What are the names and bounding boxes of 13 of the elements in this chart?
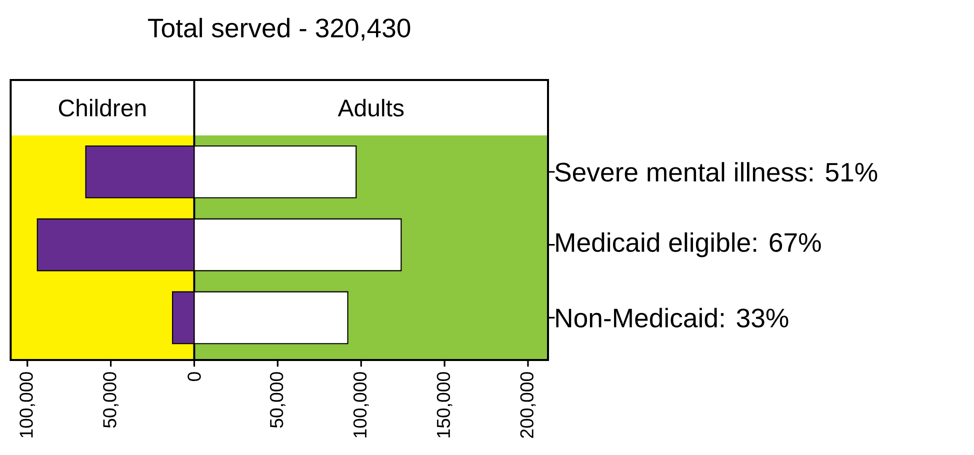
band-label: Adults: [338, 98, 404, 117]
x-tick-label: 150,000: [436, 372, 452, 438]
band-label: Children: [58, 98, 146, 117]
x-tick-label: 100,000: [353, 372, 369, 438]
y-tick-label: Medicaid eligible: 67%: [556, 232, 821, 258]
y-tick-label: Severe mental illness: 51%: [555, 162, 878, 182]
chart-title: Total served - 320,430: [148, 18, 410, 41]
x-tick-label: 0: [188, 372, 201, 382]
x-tick-label: 200,000: [520, 372, 536, 438]
x-tick-label: 50,000: [103, 372, 119, 428]
x-tick-label: 100,000: [20, 372, 36, 438]
y-tick-label: Non-Medicaid: 33%: [556, 308, 788, 328]
x-tick-label: 50,000: [270, 372, 286, 428]
